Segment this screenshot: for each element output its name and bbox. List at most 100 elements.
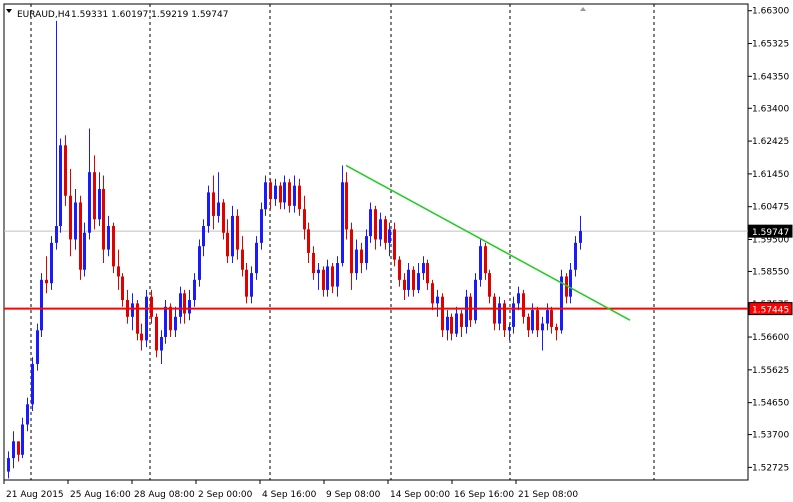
candle-body	[50, 242, 53, 284]
candle-body	[379, 219, 382, 240]
triangle-up-icon[interactable]	[580, 7, 586, 11]
candle-body	[131, 303, 134, 317]
candle-body	[360, 249, 363, 264]
candle-body	[245, 269, 248, 297]
candle-body	[31, 363, 34, 405]
candle-body	[107, 226, 110, 250]
candle-body	[560, 276, 563, 331]
candle-body	[508, 326, 511, 331]
candle-body	[446, 316, 449, 331]
price-tick-label: 1.58550	[752, 267, 789, 277]
candle-body	[460, 313, 463, 327]
candle-body	[422, 263, 425, 274]
candle-body	[198, 246, 201, 280]
candle-body	[517, 293, 520, 304]
chart-header: EURAUD,H4 1.59331 1.60197 1.59219 1.5974…	[6, 7, 586, 20]
candle-body	[55, 226, 58, 243]
candle-body	[241, 249, 244, 270]
candle-body	[174, 316, 177, 331]
candle-body	[264, 182, 267, 210]
current-price-marker-box	[748, 224, 793, 238]
price-tick-label: 1.56600	[752, 333, 789, 343]
candle-body	[98, 189, 101, 220]
candle-body	[59, 145, 62, 227]
candle-body	[555, 326, 558, 331]
candle-body	[226, 232, 229, 257]
support-price-marker: 1.57445	[752, 306, 789, 316]
time-tick-label: 4 Sep 16:00	[262, 490, 317, 500]
candle-body	[412, 269, 415, 290]
current-price-marker: 1.59747	[752, 228, 789, 238]
candle-body	[484, 246, 487, 274]
candle-body	[164, 306, 167, 338]
time-tick-label: 2 Sep 00:00	[198, 490, 253, 500]
candle-body	[403, 279, 406, 290]
candle-body	[331, 266, 334, 287]
price-tick-label: 1.63400	[752, 104, 789, 114]
candle-body	[17, 441, 20, 455]
candle-body	[160, 337, 163, 351]
triangle-down-icon[interactable]	[6, 9, 12, 13]
candle-body	[288, 182, 291, 206]
candle-body	[117, 266, 120, 277]
candle-body	[7, 458, 10, 472]
candle-body	[202, 226, 205, 247]
candle-body	[479, 246, 482, 280]
candle-body	[298, 185, 301, 210]
trendline[interactable]	[345, 164, 631, 321]
candle-body	[512, 303, 515, 327]
price-tick-label: 1.65325	[752, 40, 789, 50]
candle-body	[269, 182, 272, 200]
candle-body	[345, 182, 348, 230]
candle-body	[431, 283, 434, 304]
chart-lines	[4, 164, 748, 321]
candle-body	[207, 192, 210, 227]
candle-body	[274, 185, 277, 200]
candle-body	[74, 202, 77, 240]
candle-body	[541, 323, 544, 331]
candle-body	[145, 296, 148, 341]
symbol-label: EURAUD,H4	[17, 10, 70, 20]
candle-body	[45, 279, 48, 284]
candle-body	[83, 232, 86, 270]
candle-body	[398, 259, 401, 280]
candle-body	[102, 189, 105, 250]
candle-body	[369, 209, 372, 237]
support-price-marker-box	[748, 302, 793, 316]
time-tick-label: 21 Aug 2015	[6, 490, 64, 500]
candle-body	[169, 306, 172, 331]
candle-body	[150, 296, 153, 317]
candle-body	[498, 303, 501, 324]
candle-body	[279, 185, 282, 203]
candle-body	[317, 269, 320, 274]
candle-body	[283, 182, 286, 203]
time-tick-label: 21 Sep 08:00	[518, 490, 578, 500]
candle-body	[155, 316, 158, 351]
plot-frame	[3, 3, 749, 481]
candle-body	[307, 229, 310, 253]
candle-body	[407, 269, 410, 290]
ohlc-label: 1.59331 1.60197 1.59219 1.59747	[71, 10, 228, 20]
candle-body	[217, 202, 220, 216]
grid-lines	[3, 3, 749, 481]
candle-body	[474, 279, 477, 321]
price-tick-label: 1.66300	[752, 7, 789, 17]
candle-body	[455, 313, 458, 334]
candle-body	[183, 293, 186, 314]
candle-body	[212, 192, 215, 216]
time-tick-label: 16 Sep 16:00	[454, 490, 514, 500]
time-axis: 21 Aug 2015 25 Aug 16:00 28 Aug 08:00 2 Sep…	[3, 480, 578, 500]
candle-body	[322, 269, 325, 290]
candle-body	[293, 185, 296, 206]
candle-body	[450, 316, 453, 334]
candle-body	[350, 229, 353, 274]
candle-body	[503, 303, 506, 331]
candle-body	[388, 229, 391, 243]
candle-body	[565, 276, 568, 297]
candle-body	[312, 252, 315, 274]
price-tick-label: 1.62425	[752, 137, 789, 147]
price-tick-label: 1.61450	[752, 170, 789, 180]
candle-body	[336, 263, 339, 287]
time-tick-label: 25 Aug 16:00	[70, 490, 131, 500]
